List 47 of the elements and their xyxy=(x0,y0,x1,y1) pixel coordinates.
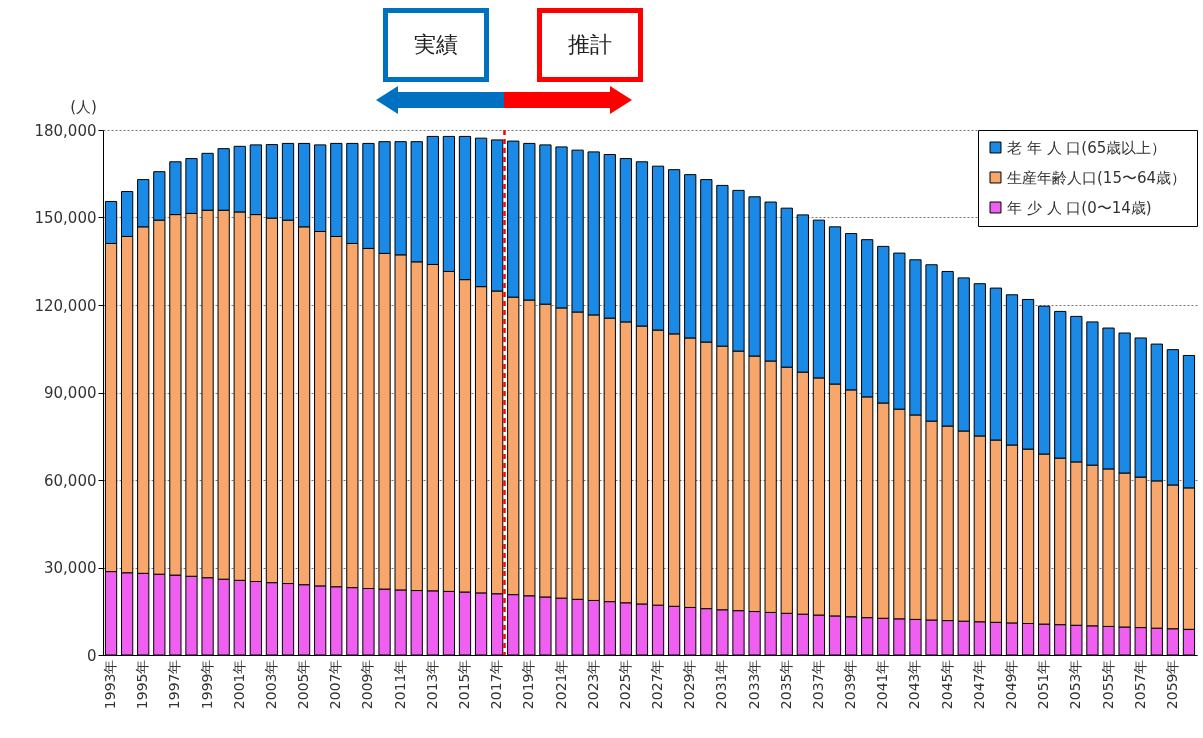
x-tick-label: 2043年 xyxy=(906,659,923,710)
x-tick-label: 2005年 xyxy=(295,659,312,710)
x-tick-label: 1995年 xyxy=(134,659,151,710)
x-tick-label: 2001年 xyxy=(230,659,247,710)
x-tick-label: 2017年 xyxy=(488,659,505,710)
x-tick-label: 2051年 xyxy=(1035,659,1052,710)
x-tick-label: 2045年 xyxy=(938,659,955,710)
y-tick-label: 60,000 xyxy=(44,471,97,490)
x-tick-label: 1993年 xyxy=(102,659,119,710)
legend-label: 年 少 人 口(0〜14歳) xyxy=(1007,198,1152,217)
y-axis-title: (人) xyxy=(70,97,97,116)
x-tick-label: 2011年 xyxy=(391,659,408,710)
x-tick-label: 1999年 xyxy=(198,659,215,710)
x-tick-label: 2021年 xyxy=(552,659,569,710)
x-tick-label: 2033年 xyxy=(745,659,762,710)
x-tick-label: 2009年 xyxy=(359,659,376,710)
x-tick-label: 2029年 xyxy=(681,659,698,710)
x-tick-label: 2013年 xyxy=(423,659,440,710)
x-tick-label: 2031年 xyxy=(713,659,730,710)
x-tick-label: 2007年 xyxy=(327,659,344,710)
x-tick-label: 2041年 xyxy=(874,659,891,710)
y-tick-label: 90,000 xyxy=(44,384,97,402)
x-tick-label: 2003年 xyxy=(262,659,279,710)
x-tick-label: 2025年 xyxy=(616,659,633,710)
x-tick-label: 2047年 xyxy=(970,659,987,710)
x-tick-label: 1997年 xyxy=(166,659,183,710)
y-tick-label: 150,000 xyxy=(34,209,97,227)
x-tick-label: 2035年 xyxy=(777,659,794,710)
legend-label: 生産年齢人口(15〜64歳） xyxy=(1007,168,1187,187)
x-tick-label: 2055年 xyxy=(1099,659,1116,710)
x-tick-label: 2019年 xyxy=(520,659,537,710)
x-tick-label: 2027年 xyxy=(649,659,666,710)
x-tick-label: 2057年 xyxy=(1131,659,1148,710)
legend-label: 老 年 人 口(65歳以上） xyxy=(1007,138,1167,157)
x-tick-label: 2039年 xyxy=(842,659,859,710)
x-tick-label: 2049年 xyxy=(1002,659,1019,710)
x-tick-label: 2023年 xyxy=(584,659,601,710)
x-tick-label: 2053年 xyxy=(1067,659,1084,710)
y-tick-label: 180,000 xyxy=(34,121,97,140)
y-tick-label: 120,000 xyxy=(34,296,97,315)
x-tick-label: 2015年 xyxy=(455,659,472,710)
x-tick-label: 2059年 xyxy=(1163,659,1180,710)
y-tick-label: 30,000 xyxy=(44,559,97,577)
text: 推計 xyxy=(537,8,643,82)
text: 実績 xyxy=(383,8,489,82)
x-tick-label: 2037年 xyxy=(809,659,826,710)
y-tick-label: 0 xyxy=(86,646,97,665)
